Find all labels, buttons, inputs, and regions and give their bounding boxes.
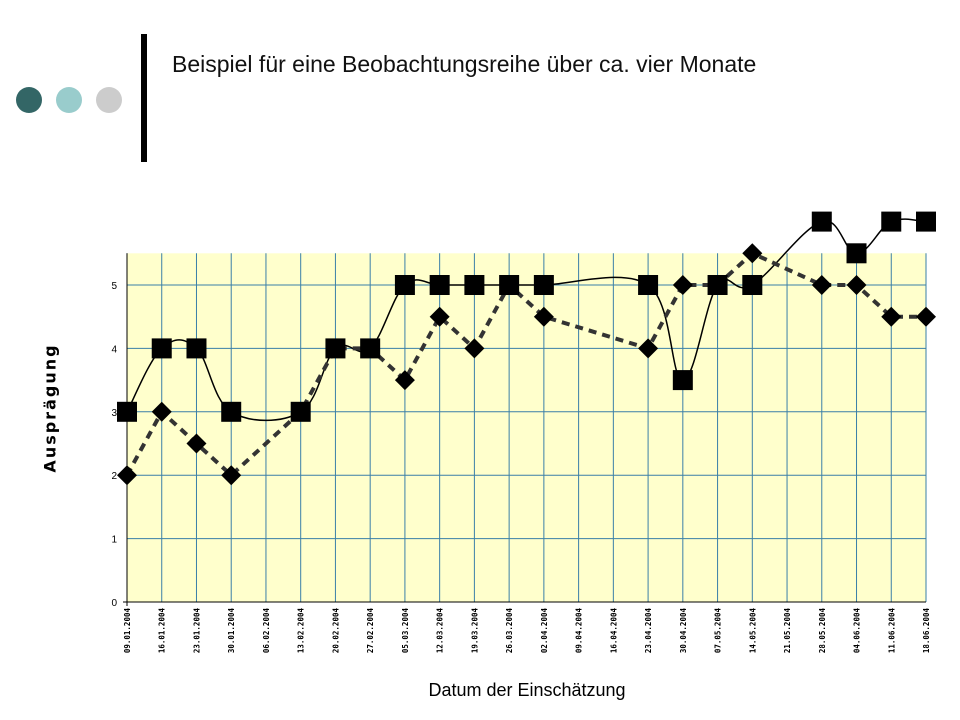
title-divider xyxy=(141,34,147,162)
data-point-diamond xyxy=(394,370,415,391)
x-tick-label: 23.01.2004 xyxy=(192,608,201,654)
x-tick-label: 30.04.2004 xyxy=(679,608,688,654)
y-tick-label: 2 xyxy=(111,471,117,482)
y-tick-label: 3 xyxy=(111,408,117,419)
x-tick-label: 26.03.2004 xyxy=(505,608,514,654)
data-point-diamond xyxy=(325,338,346,359)
data-point-diamond xyxy=(846,275,867,295)
x-tick-label: 05.03.2004 xyxy=(401,608,410,654)
data-point-diamond xyxy=(290,401,311,422)
decorative-dot-teal xyxy=(56,87,82,113)
x-tick-label: 11.06.2004 xyxy=(887,608,896,654)
x-tick-label: 16.04.2004 xyxy=(609,608,618,654)
x-tick-label: 12.03.2004 xyxy=(436,608,445,654)
data-point-square xyxy=(464,275,485,295)
data-point-square xyxy=(394,275,415,295)
y-tick-label: 5 xyxy=(111,281,117,292)
data-point-square xyxy=(186,338,207,359)
data-point-diamond xyxy=(117,465,137,486)
x-axis-label: Datum der Einschätzung xyxy=(428,680,626,700)
data-point-square xyxy=(811,211,832,232)
data-point-square xyxy=(429,275,450,295)
x-tick-label: 21.05.2004 xyxy=(783,608,792,654)
data-point-diamond xyxy=(916,306,936,327)
x-tick-label: 02.04.2004 xyxy=(540,608,549,654)
x-tick-label: 27.02.2004 xyxy=(366,608,375,654)
y-tick-label: 0 xyxy=(111,598,117,609)
x-tick-label: 07.05.2004 xyxy=(714,608,723,654)
data-point-diamond xyxy=(221,465,242,486)
x-tick-label: 04.06.2004 xyxy=(853,608,862,654)
data-point-square xyxy=(742,275,763,295)
x-tick-label: 28.05.2004 xyxy=(818,608,827,654)
data-point-square xyxy=(638,275,659,295)
y-tick-label: 4 xyxy=(111,344,117,355)
decorative-dot-gray xyxy=(96,87,122,113)
x-tick-label: 09.01.2004 xyxy=(123,608,132,654)
y-tick-label: 1 xyxy=(111,535,117,546)
x-tick-label: 14.05.2004 xyxy=(748,608,757,654)
data-point-diamond xyxy=(672,275,693,295)
data-point-diamond xyxy=(742,243,763,264)
data-point-square xyxy=(672,370,693,391)
x-tick-label: 20.02.2004 xyxy=(331,608,340,654)
data-point-square xyxy=(881,211,902,232)
data-point-diamond xyxy=(499,275,520,295)
data-point-diamond xyxy=(881,306,902,327)
x-tick-label: 13.02.2004 xyxy=(297,608,306,654)
data-point-square xyxy=(533,275,554,295)
x-tick-label: 19.03.2004 xyxy=(470,608,479,654)
data-point-square xyxy=(916,211,936,232)
y-axis-label: Ausprägung xyxy=(40,343,60,473)
data-point-diamond xyxy=(707,275,728,295)
data-point-diamond xyxy=(360,338,381,359)
data-point-square xyxy=(151,338,172,359)
data-point-diamond xyxy=(429,306,450,327)
data-point-diamond xyxy=(464,338,485,359)
data-point-diamond xyxy=(186,433,207,454)
x-tick-label: 06.02.2004 xyxy=(262,608,271,654)
slide-title: Beispiel für eine Beobachtungsreihe über… xyxy=(172,51,757,77)
data-point-diamond xyxy=(533,306,554,327)
x-tick-label: 30.01.2004 xyxy=(227,608,236,654)
data-point-square xyxy=(221,401,242,422)
decorative-dot-dark xyxy=(16,87,42,113)
data-point-square xyxy=(846,243,867,264)
data-point-diamond xyxy=(811,275,832,295)
data-point-square xyxy=(117,401,137,422)
data-point-diamond xyxy=(638,338,659,359)
data-point-diamond xyxy=(151,401,172,422)
x-tick-label: 16.01.2004 xyxy=(158,608,167,654)
x-tick-label: 18.06.2004 xyxy=(922,608,931,654)
x-tick-label: 23.04.2004 xyxy=(644,608,653,654)
x-tick-label: 09.04.2004 xyxy=(575,608,584,654)
plot-area xyxy=(127,253,926,603)
